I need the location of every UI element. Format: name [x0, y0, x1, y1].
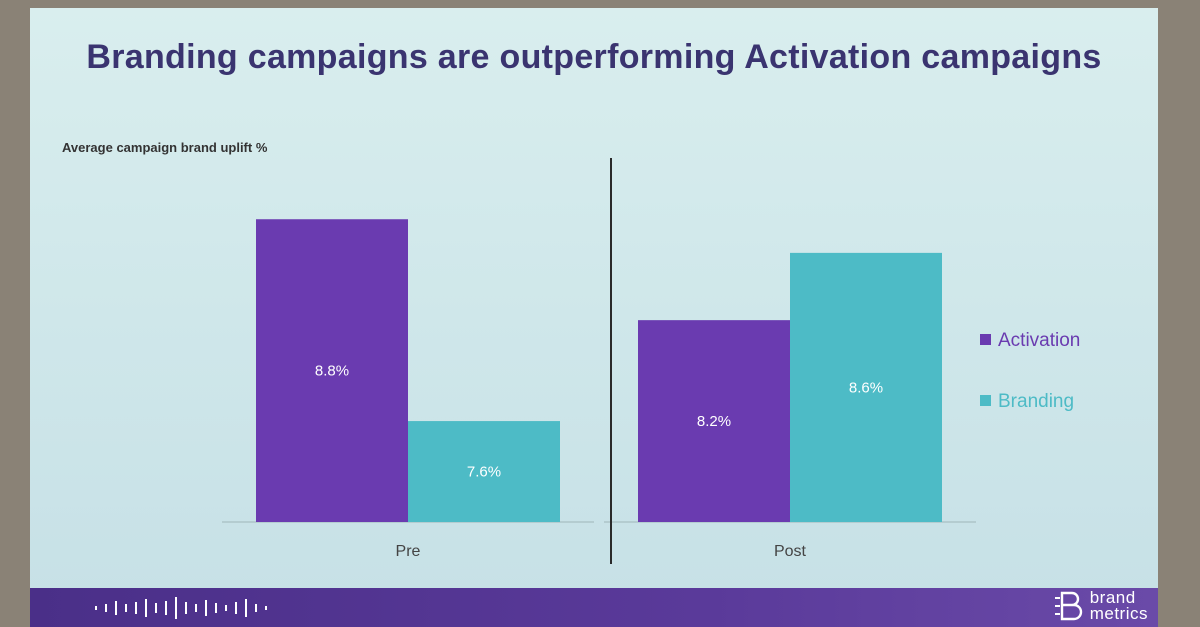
- legend-label-activation: Activation: [998, 330, 1080, 351]
- logo-word-metrics: metrics: [1089, 604, 1148, 623]
- legend-label-branding: Branding: [998, 391, 1074, 412]
- brand-metrics-logo: brand metrics: [1054, 588, 1148, 623]
- sound-wave-icon: [95, 597, 267, 619]
- bar-activation-pre: [256, 219, 408, 522]
- data-label: 8.8%: [315, 363, 349, 380]
- bar-branding-post: [790, 252, 942, 522]
- bar-activation-post: [638, 320, 790, 522]
- brand-metrics-b-icon: [1054, 591, 1082, 621]
- category-label-pre: Pre: [396, 543, 421, 560]
- bar-branding-pre: [408, 421, 560, 522]
- category-label-post: Post: [774, 543, 807, 560]
- legend-swatch-branding: [980, 395, 991, 406]
- footer-bar: brand metrics: [30, 588, 1158, 627]
- slide: Branding campaigns are outperforming Act…: [30, 8, 1158, 627]
- logo-wordmark: brand metrics: [1089, 588, 1148, 623]
- data-label: 8.6%: [849, 379, 883, 396]
- legend-swatch-activation: [980, 334, 991, 345]
- y-axis-label: Average campaign brand uplift %: [62, 140, 268, 155]
- data-label: 7.6%: [467, 464, 501, 481]
- bar-chart: 8.8% 7.6% Pre 8.2% 8.6% Post Activation Brandin…: [222, 158, 1080, 564]
- logo-word-brand: brand: [1089, 588, 1136, 607]
- data-label: 8.2%: [697, 413, 731, 430]
- slide-title: Branding campaigns are outperforming Act…: [86, 38, 1102, 76]
